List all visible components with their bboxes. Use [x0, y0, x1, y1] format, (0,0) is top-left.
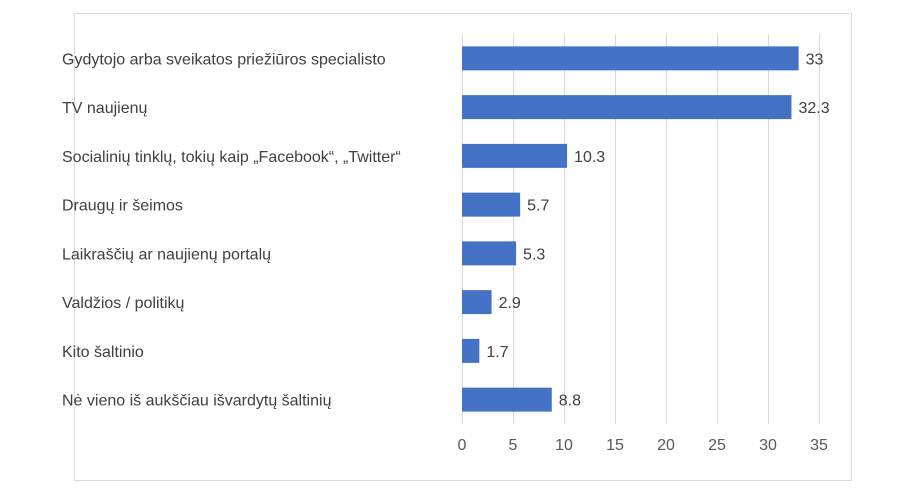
category-label: Kito šaltinio — [62, 344, 144, 361]
category-label: TV naujienų — [62, 100, 147, 117]
bar — [462, 95, 792, 120]
bars — [462, 46, 799, 412]
category-label: Socialinių tinklų, tokių kaip „Facebook“… — [62, 149, 401, 166]
category-label: Valdžios / politikų — [62, 295, 185, 312]
grid-lines — [462, 34, 820, 424]
bar — [462, 143, 568, 168]
x-tick-label: 35 — [810, 437, 828, 454]
x-tick-label: 15 — [606, 437, 624, 454]
x-tick-label: 0 — [458, 437, 467, 454]
category-labels: Gydytojo arba sveikatos priežiūros speci… — [62, 51, 401, 409]
category-label: Draugų ir šeimos — [62, 198, 183, 215]
value-label: 10.3 — [574, 149, 605, 166]
x-tick-label: 25 — [708, 437, 726, 454]
bar — [462, 241, 517, 266]
value-label: 5.3 — [523, 246, 545, 263]
bar — [462, 338, 480, 363]
x-tick-label: 5 — [509, 437, 518, 454]
x-tick-label: 20 — [657, 437, 675, 454]
category-label: Nė vieno iš aukščiau išvardytų šaltinių — [62, 393, 332, 410]
value-label: 8.8 — [559, 393, 581, 410]
bar — [462, 192, 521, 217]
bar — [462, 290, 492, 315]
x-tick-label: 10 — [555, 437, 573, 454]
x-tick-label: 30 — [759, 437, 777, 454]
value-label: 5.7 — [527, 198, 549, 215]
category-label: Laikraščių ar naujienų portalų — [62, 246, 271, 263]
value-label: 2.9 — [499, 295, 521, 312]
value-labels: 33 32.3 10.3 5.7 5.3 2.9 1.7 8.8 — [486, 51, 829, 409]
x-axis-tick-labels: 0 5 10 15 20 25 30 35 — [458, 437, 828, 454]
value-label: 33 — [806, 51, 824, 68]
value-label: 1.7 — [486, 344, 508, 361]
bar — [462, 387, 552, 412]
value-label: 32.3 — [798, 100, 829, 117]
category-label: Gydytojo arba sveikatos priežiūros speci… — [62, 51, 386, 68]
bar — [462, 46, 799, 71]
